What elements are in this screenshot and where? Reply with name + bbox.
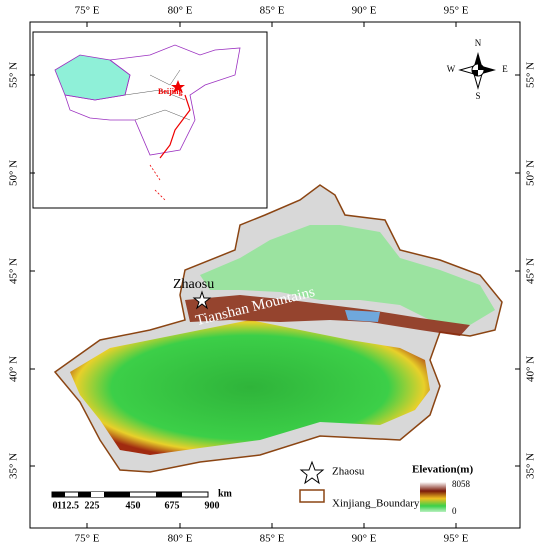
site-label: Zhaosu [173, 277, 214, 292]
compass-n: N [475, 38, 482, 48]
scale-label: 675 [165, 500, 180, 511]
graticule-labels: 75° E 75° E 80° E 80° E 85° E 85° E 90° E 90° E… [8, 5, 537, 545]
lat-label-right: 45° N [525, 258, 537, 284]
lon-label-bottom: 75° E [75, 533, 100, 545]
compass: N S W E [447, 38, 509, 101]
lon-label-bottom: 85° E [260, 533, 285, 545]
lon-label-top: 75° E [75, 5, 100, 17]
lat-label-left: 45° N [8, 258, 20, 284]
legend: Zhaosu Xinjiang_Boundary Elevation(m) 80… [299, 460, 473, 516]
compass-w: W [447, 64, 456, 74]
lat-label-left: 40° N [8, 356, 20, 382]
lon-label-top: 80° E [168, 5, 193, 17]
scale-label: 0 [53, 500, 58, 511]
lon-label-bottom: 80° E [168, 533, 193, 545]
site-marker [192, 290, 212, 310]
terrain [53, 184, 503, 473]
lat-label-left: 35° N [8, 453, 20, 479]
legend-boundary: Xinjiang_Boundary [332, 498, 420, 510]
scale-label: 450 [126, 500, 141, 511]
lat-label-right: 35° N [525, 453, 537, 479]
lat-label-right: 50° N [525, 160, 537, 186]
compass-e: E [502, 64, 508, 74]
lat-label-right: 55° N [525, 62, 537, 88]
capital-label: Beijing [158, 87, 182, 96]
lon-label-bottom: 95° E [444, 533, 469, 545]
lat-label-left: 50° N [8, 160, 20, 186]
legend-elevation-title: Elevation(m) [412, 464, 473, 476]
scale-label: 225 [85, 500, 100, 511]
lat-label-left: 55° N [8, 62, 20, 88]
scale-label: 900 [205, 500, 220, 511]
compass-s: S [475, 91, 480, 101]
capital-star [171, 80, 185, 93]
elevation-ramp [420, 482, 446, 512]
lon-label-bottom: 90° E [352, 533, 377, 545]
scale-label: 112.5 [57, 500, 79, 511]
scale-bar: km 0 112.5 225 450 675 900 [51, 488, 233, 511]
lat-label-right: 40° N [525, 356, 537, 382]
lon-label-top: 85° E [260, 5, 285, 17]
lon-label-top: 90° E [352, 5, 377, 17]
legend-site: Zhaosu [332, 466, 365, 478]
inset-map: Beijing [32, 31, 268, 209]
elevation-min: 0 [452, 506, 457, 516]
elevation-max: 8058 [452, 479, 471, 489]
scale-unit: km [218, 488, 233, 499]
lon-label-top: 95° E [444, 5, 469, 17]
